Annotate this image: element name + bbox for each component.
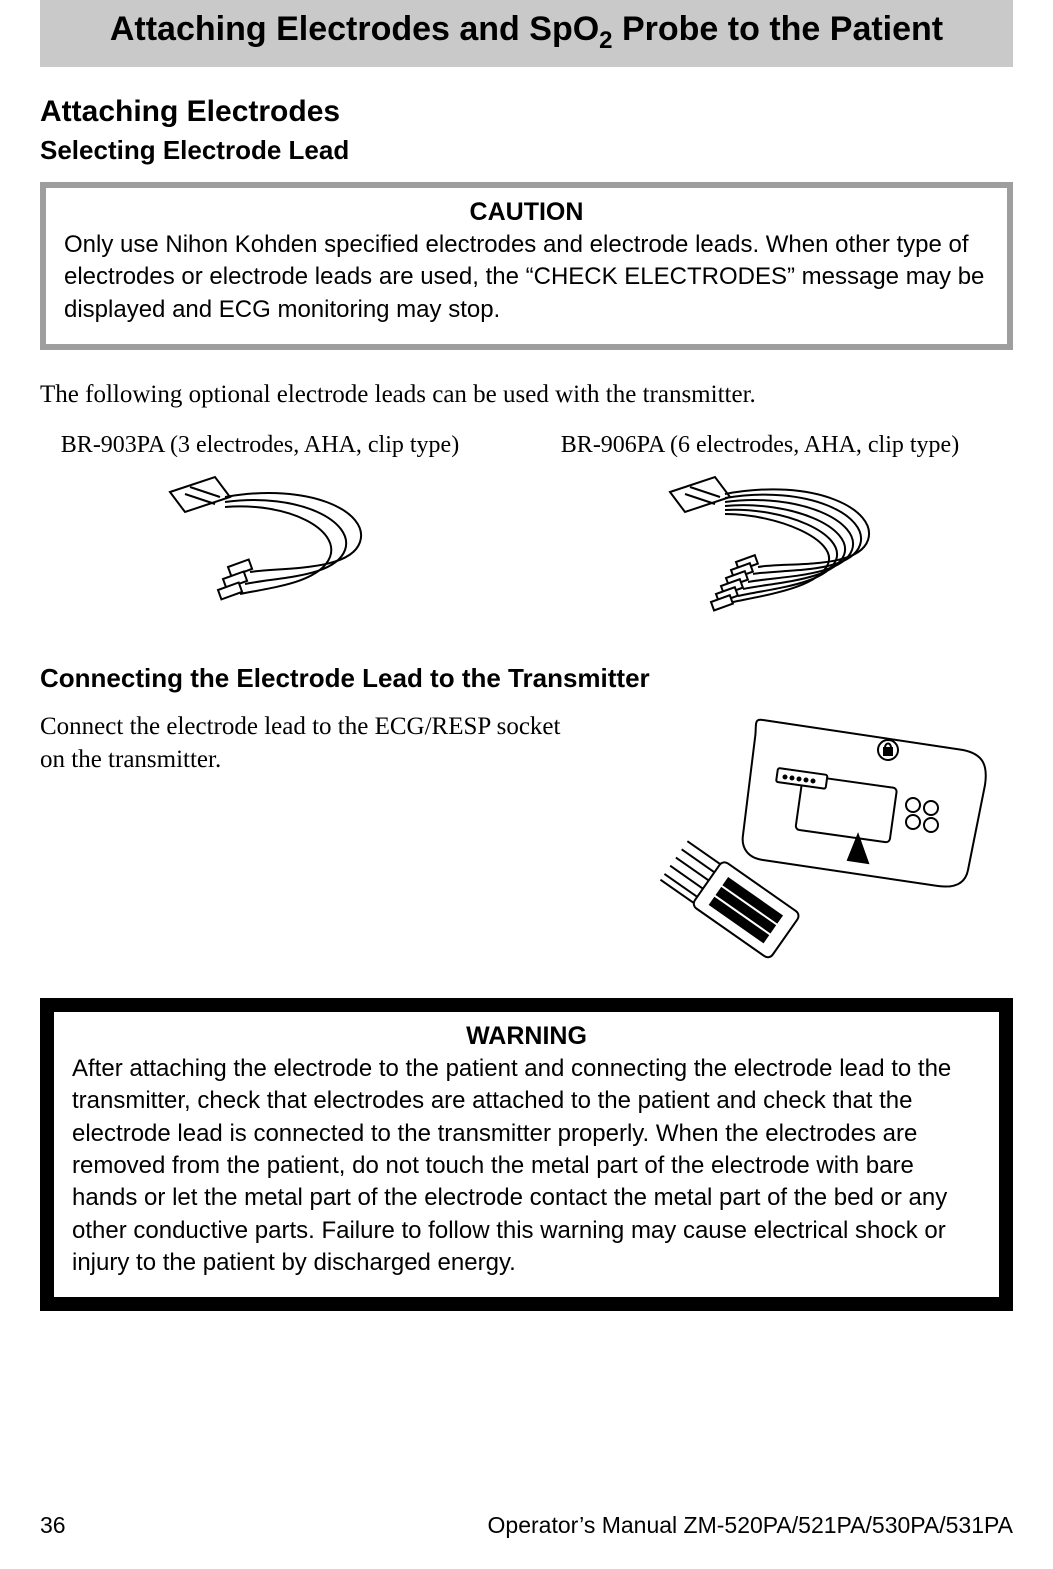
lead-col-left: BR-903PA (3 electrodes, AHA, clip type) [40,432,480,627]
manual-title: Operator’s Manual ZM-520PA/521PA/530PA/5… [66,1512,1013,1539]
warning-box: WARNING After attaching the electrode to… [40,998,1013,1312]
intro-text: The following optional electrode leads c… [40,378,1013,412]
lead-label-right: BR-906PA (6 electrodes, AHA, clip type) [540,432,980,459]
page-title-bar: Attaching Electrodes and SpO2 Probe to t… [40,0,1013,67]
lead-col-right: BR-906PA (6 electrodes, AHA, clip type) [540,432,980,627]
caution-title: CAUTION [64,198,989,227]
warning-text: After attaching the electrode to the pat… [72,1053,981,1280]
page-title-sub: 2 [599,27,612,54]
electrode-lead-6-icon [630,472,890,622]
lead-image-6-electrode [540,467,980,627]
lead-image-3-electrode [40,467,480,627]
footer: 36 Operator’s Manual ZM-520PA/521PA/530P… [40,1512,1013,1539]
section-subheading-selecting: Selecting Electrode Lead [40,135,1013,166]
connect-text: Connect the electrode lead to the ECG/RE… [40,710,573,950]
caution-box: CAUTION Only use Nihon Kohden specified … [40,182,1013,350]
page-title-pre: Attaching Electrodes and SpO [110,10,599,48]
connect-section: Connect the electrode lead to the ECG/RE… [40,710,1013,970]
section-heading-connecting: Connecting the Electrode Lead to the Tra… [40,663,1013,694]
lead-row: BR-903PA (3 electrodes, AHA, clip type) [40,432,1013,627]
section-heading-attaching: Attaching Electrodes [40,95,1013,129]
transmitter-image [593,710,1013,970]
caution-text: Only use Nihon Kohden specified electrod… [64,229,989,326]
transmitter-connection-icon [613,710,993,970]
lead-label-left: BR-903PA (3 electrodes, AHA, clip type) [40,432,480,459]
warning-title: WARNING [72,1022,981,1051]
page-title-post: Probe to the Patient [613,10,944,48]
page-number: 36 [40,1512,66,1539]
electrode-lead-3-icon [130,472,390,622]
